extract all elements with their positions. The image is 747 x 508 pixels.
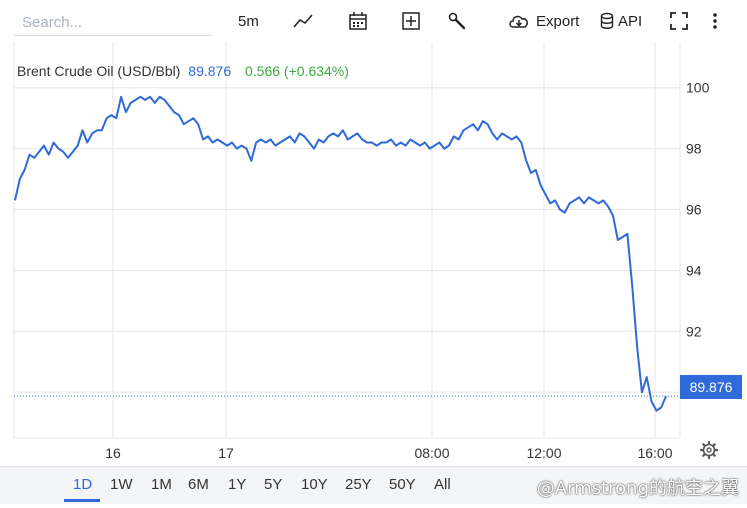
wrench-icon [448, 12, 466, 30]
interval-label: 5m [238, 12, 259, 30]
api-label: API [618, 12, 643, 30]
export-button[interactable]: Export [508, 8, 579, 34]
database-icon [600, 12, 614, 29]
range-button-1y[interactable]: 1Y [228, 476, 247, 493]
gear-icon[interactable] [700, 441, 718, 459]
x-tick-label: 16:00 [637, 445, 672, 461]
legend-series-name: Brent Crude Oil (USD/Bbl) [17, 63, 181, 79]
range-button-50y[interactable]: 50Y [389, 476, 416, 493]
range-button-1d[interactable]: 1D [73, 476, 93, 493]
x-tick-label: 12:00 [526, 445, 561, 461]
range-button-25y[interactable]: 25Y [345, 476, 372, 493]
interval-selector[interactable]: 5m [238, 8, 259, 34]
y-tick-label: 100 [686, 80, 710, 96]
more-vertical-icon [713, 13, 717, 29]
legend-price: 89.876 [188, 63, 232, 79]
range-selector: 1D 1W 1M 6M 1Y 5Y 10Y 25Y 50Y All [0, 466, 747, 504]
chart-type-button[interactable] [293, 8, 313, 34]
more-menu-button[interactable] [709, 8, 721, 34]
line-chart-icon [293, 14, 313, 28]
date-range-button[interactable] [348, 8, 368, 34]
calendar-icon [349, 12, 367, 30]
cloud-download-icon [509, 15, 528, 28]
active-range-underline [64, 499, 100, 502]
y-tick-label: 96 [686, 202, 702, 218]
api-button[interactable]: API [600, 8, 642, 34]
x-tick-label: 17 [218, 445, 234, 461]
x-tick-label: 08:00 [414, 445, 449, 461]
y-tick-label: 92 [686, 323, 702, 339]
add-indicator-button[interactable] [401, 8, 421, 34]
x-tick-label: 16 [105, 445, 121, 461]
range-button-1w[interactable]: 1W [110, 476, 133, 493]
export-label: Export [536, 12, 580, 30]
tools-button[interactable] [448, 8, 466, 34]
y-tick-label: 98 [686, 141, 702, 157]
toolbar: 5m Exp [0, 0, 747, 42]
add-indicator-icon [402, 12, 420, 30]
fullscreen-icon [670, 12, 688, 30]
range-button-6m[interactable]: 6M [188, 476, 209, 493]
range-button-1m[interactable]: 1M [151, 476, 172, 493]
range-button-5y[interactable]: 5Y [264, 476, 283, 493]
fullscreen-button[interactable] [669, 8, 689, 34]
price-series-line [14, 95, 667, 412]
legend-change: 0.566 (+0.634%) [245, 63, 349, 79]
range-button-all[interactable]: All [434, 476, 451, 493]
current-price-tag: 89.876 [680, 375, 742, 399]
current-price-label: 89.876 [689, 379, 733, 395]
chart-legend: Brent Crude Oil (USD/Bbl) 89.876 0.566 (… [17, 63, 349, 79]
watermark-text: @Armstrong的航空之翼 [536, 478, 739, 499]
range-button-10y[interactable]: 10Y [301, 476, 328, 493]
y-tick-label: 94 [686, 262, 702, 278]
search-input[interactable] [14, 10, 212, 36]
